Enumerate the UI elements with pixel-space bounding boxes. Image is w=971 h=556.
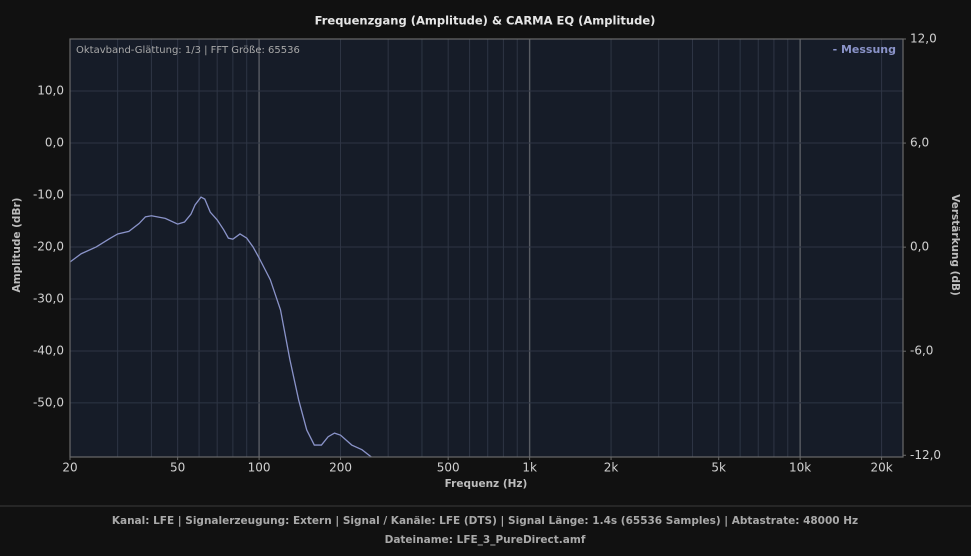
y-tick-label: -20,0: [33, 239, 64, 253]
legend-entry: - Messung: [833, 43, 896, 56]
y-tick-label: 10,0: [37, 83, 64, 97]
x-tick-label: 20: [62, 461, 77, 475]
y-tick-label: -30,0: [33, 291, 64, 305]
x-tick-label: 10k: [789, 461, 811, 475]
y2-tick-label: -6,0: [910, 344, 933, 358]
series-layer: [70, 196, 372, 457]
footer-info: Kanal: LFE | Signalerzeugung: Extern | S…: [112, 515, 858, 527]
grid: [69, 39, 903, 457]
y-tick-label: -50,0: [33, 395, 64, 409]
plot-border: [69, 38, 904, 458]
plot-area: [70, 39, 903, 457]
chart-title: Frequenzgang (Amplitude) & CARMA EQ (Amp…: [315, 14, 656, 28]
y2-tick-label: 12,0: [910, 32, 937, 46]
y2-tick-label: 6,0: [910, 136, 929, 150]
footer-filename: Dateiname: LFE_3_PureDirect.amf: [385, 534, 586, 546]
data-line: [70, 196, 372, 457]
x-tick-label: 20k: [870, 461, 892, 475]
y-tick-label: -40,0: [33, 343, 64, 357]
x-tick-label: 50: [170, 461, 185, 475]
x-tick-label: 2k: [604, 461, 619, 475]
y-tick-label: -10,0: [33, 187, 64, 201]
x-tick-label: 100: [248, 461, 271, 475]
x-axis-title: Frequenz (Hz): [445, 478, 528, 490]
y2-tick-label: -12,0: [910, 448, 941, 462]
y2-tick-label: 0,0: [910, 240, 929, 254]
x-tick-label: 200: [329, 461, 352, 475]
x-tick-label: 1k: [522, 461, 537, 475]
annotation: Oktavband-Glättung: 1/3 | FFT Größe: 655…: [76, 45, 300, 56]
y2-axis-title: Verstärkung (dB): [949, 194, 961, 296]
y-axis-title: Amplitude (dBr): [11, 198, 23, 293]
y-tick-label: 0,0: [45, 135, 64, 149]
x-tick-label: 5k: [711, 461, 726, 475]
x-tick-label: 500: [437, 461, 460, 475]
